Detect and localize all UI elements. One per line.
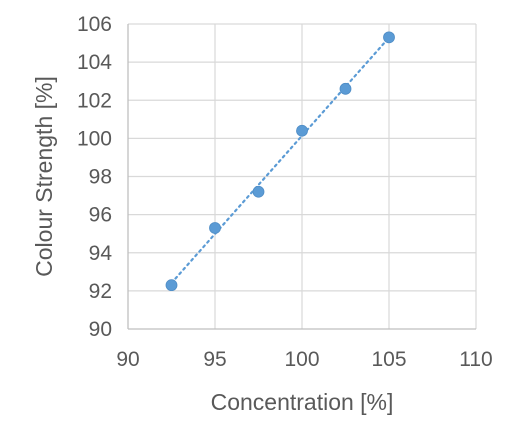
data-point-0	[165, 279, 178, 292]
x-axis-title: Concentration [%]	[211, 389, 394, 415]
data-point-4	[339, 82, 352, 95]
y-tick-label-106: 106	[77, 13, 112, 36]
data-point-3	[296, 124, 308, 137]
y-tick-label-96: 96	[89, 204, 112, 227]
y-tick-label-102: 102	[77, 89, 112, 112]
x-tick-label-95: 95	[203, 348, 226, 371]
y-tick-label-90: 90	[89, 318, 112, 341]
data-point-5	[383, 31, 395, 44]
grid-lines	[128, 23, 477, 329]
axes	[127, 24, 476, 330]
data-points	[165, 31, 395, 292]
data-point-1	[209, 222, 221, 234]
y-tick-label-94: 94	[89, 242, 113, 265]
trendline-layer	[170, 36, 391, 285]
tick-labels: 90 92 94 96 98 100 102 104 106 90 95 100 105 110	[77, 13, 493, 371]
trendline-series-0	[170, 36, 391, 285]
x-tick-label-100: 100	[284, 348, 319, 371]
x-tick-label-110: 110	[459, 348, 492, 371]
x-tick-label-105: 105	[371, 348, 406, 371]
y-tick-label-92: 92	[89, 280, 112, 303]
y-tick-label-98: 98	[89, 166, 112, 189]
data-point-2	[252, 185, 265, 198]
x-tick-label-90: 90	[116, 348, 139, 371]
y-tick-label-100: 100	[77, 127, 112, 150]
y-tick-label-104: 104	[77, 51, 112, 74]
y-axis-title: Colour Strength [%]	[31, 76, 57, 277]
